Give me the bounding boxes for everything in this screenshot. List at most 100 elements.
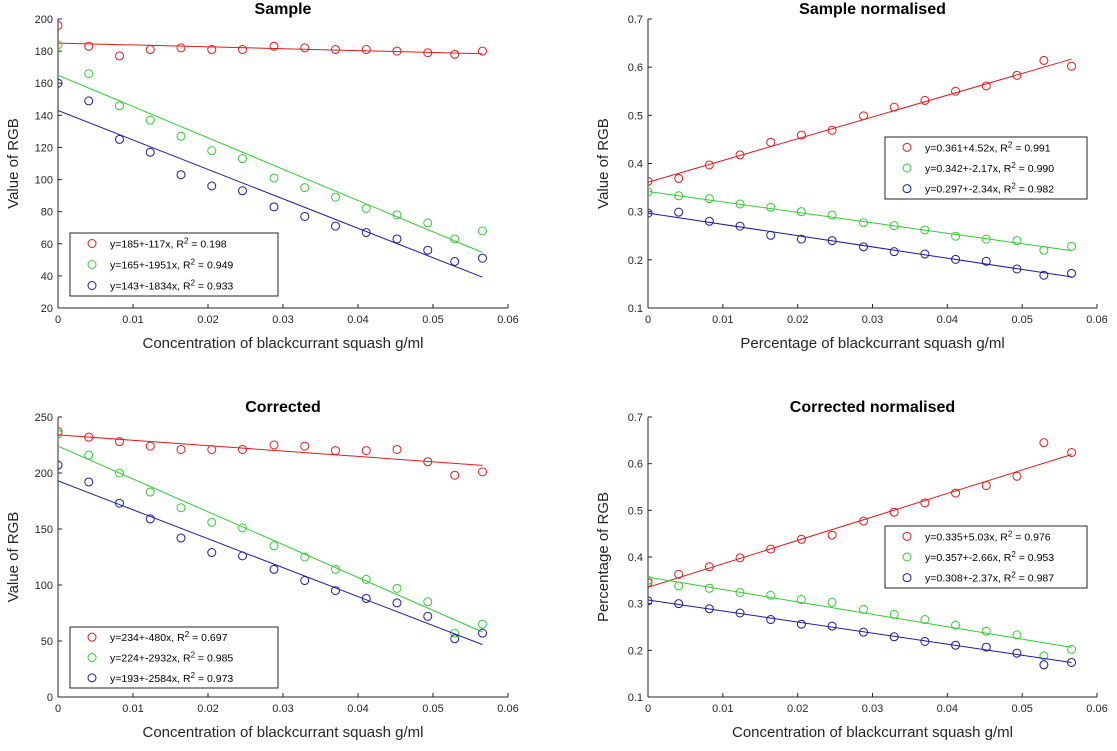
data-point-series-1 <box>238 444 247 454</box>
data-point-series-1 <box>331 45 340 55</box>
y-tick-label: 0.3 <box>628 599 643 611</box>
legend-marker-series-2 <box>902 163 912 173</box>
legend-entry-series-2: y=224+-2932x, R2 = 0.985 <box>110 651 233 665</box>
data-point-series-3 <box>176 533 186 543</box>
data-point-series-3 <box>450 634 460 644</box>
data-point-series-2 <box>704 583 714 593</box>
x-tick-label: 0.06 <box>1086 703 1107 715</box>
legend-r2-value: = 0.982 <box>1016 184 1054 196</box>
data-point-series-2 <box>300 552 310 562</box>
data-point-series-3 <box>1067 657 1077 667</box>
data-point-series-3 <box>478 253 487 263</box>
data-point-series-2 <box>450 234 460 244</box>
legend-r2-value: = 0.953 <box>1016 552 1054 564</box>
legend-r2-superscript: 2 <box>1011 161 1016 170</box>
data-point-series-2 <box>704 194 714 204</box>
data-point-series-2 <box>450 628 460 638</box>
legend-equation: y=0.342+-2.17x, R <box>925 163 1012 175</box>
legend-marker-series-2 <box>87 260 97 269</box>
data-point-series-3 <box>478 628 487 638</box>
legend-r2-value: = 0.987 <box>1016 573 1054 585</box>
data-point-series-1 <box>827 530 837 540</box>
data-point-series-1 <box>207 444 217 454</box>
data-point-series-3 <box>889 632 899 642</box>
data-point-series-3 <box>300 211 310 221</box>
data-point-series-2 <box>84 69 94 79</box>
legend-equation: y=0.297+-2.34x, R <box>925 184 1012 196</box>
data-point-series-2 <box>1039 651 1049 661</box>
legend-r2-superscript: 2 <box>1008 529 1013 538</box>
data-point-series-2 <box>1039 245 1049 255</box>
legend-entry-series-2: y=0.342+-2.17x, R2 = 0.990 <box>925 161 1054 175</box>
x-tick-label: 0.04 <box>937 703 958 715</box>
legend-entry-series-2: y=0.357+-2.66x, R2 = 0.953 <box>925 550 1054 564</box>
legend-equation: y=165+-1951x, R <box>110 260 191 272</box>
data-point-series-1 <box>361 446 371 456</box>
data-point-series-2 <box>796 594 806 604</box>
data-point-series-2 <box>920 225 930 235</box>
legend-r2-value: = 0.697 <box>189 632 227 644</box>
data-point-series-1 <box>1012 471 1022 481</box>
legend-equation: y=0.308+-2.37x, R <box>925 573 1012 585</box>
legend-r2-superscript: 2 <box>191 279 196 288</box>
legend: y=0.361+4.52x, R2 = 0.991y=0.342+-2.17x,… <box>884 136 1088 200</box>
y-tick-label: 0.5 <box>628 505 643 517</box>
data-point-series-2 <box>300 183 310 193</box>
x-tick-label: 0.05 <box>1011 314 1032 326</box>
data-point-series-1 <box>951 86 961 96</box>
data-point-series-2 <box>735 587 745 597</box>
data-point-series-3 <box>392 234 402 244</box>
data-point-series-1 <box>648 176 653 186</box>
y-tick-label: 80 <box>41 207 53 219</box>
fit-line-series-1 <box>648 58 1072 183</box>
data-point-series-1 <box>115 437 124 447</box>
legend-equation: y=224+-2932x, R <box>110 653 191 665</box>
data-point-series-3 <box>423 611 433 621</box>
data-point-series-1 <box>981 81 991 91</box>
y-tick-label: 0 <box>47 692 53 704</box>
data-point-series-3 <box>796 234 806 244</box>
fit-line-series-2 <box>58 74 483 253</box>
chart-panel-2: 0 0.01 0.02 0.03 0.04 0.05 0.06 0.1 0.2 0.3 0.4 0.5… <box>595 1 1108 352</box>
legend-equation: y=234+-480x, R <box>110 632 185 644</box>
data-point-series-1 <box>920 498 930 508</box>
data-point-series-3 <box>1039 660 1049 670</box>
fit-line-series-2 <box>648 576 1072 648</box>
data-point-series-3 <box>674 207 684 217</box>
chart-panel-4: 0 0.01 0.02 0.03 0.04 0.05 0.06 0.1 0.2 0.3 0.4 0.5… <box>595 399 1108 741</box>
y-tick-label: 60 <box>41 239 53 251</box>
data-point-series-2 <box>392 583 402 593</box>
data-point-series-2 <box>361 203 371 213</box>
data-point-series-2 <box>207 517 217 527</box>
data-point-series-3 <box>423 245 433 255</box>
legend-entry-series-1: y=0.335+5.03x, R2 = 0.976 <box>925 529 1051 543</box>
data-point-series-1 <box>674 569 684 579</box>
data-point-series-2 <box>920 615 930 625</box>
legend-entry-series-3: y=0.308+-2.37x, R2 = 0.987 <box>925 571 1054 585</box>
legend-r2-value: = 0.198 <box>188 239 226 251</box>
fit-line-series-2 <box>58 445 483 633</box>
y-tick-label: 250 <box>35 412 53 424</box>
legend-r2-superscript: 2 <box>1008 140 1013 149</box>
data-point-series-3 <box>115 498 124 508</box>
data-point-series-2 <box>478 619 487 629</box>
data-point-series-1 <box>920 95 930 105</box>
x-tick-label: 0.04 <box>937 314 958 326</box>
data-point-series-3 <box>1067 268 1077 278</box>
data-point-series-3 <box>176 170 186 180</box>
data-point-series-2 <box>331 564 340 574</box>
legend-entry-series-3: y=0.297+-2.34x, R2 = 0.982 <box>925 182 1054 196</box>
data-point-series-1 <box>889 102 899 112</box>
data-point-series-2 <box>1067 241 1077 251</box>
legend-r2-superscript: 2 <box>191 671 196 680</box>
data-point-series-3 <box>84 96 94 106</box>
legend: y=0.335+5.03x, R2 = 0.976 y=0.357+-2.66x,… <box>884 525 1088 589</box>
data-point-series-2 <box>238 154 247 164</box>
data-point-series-2 <box>951 620 961 630</box>
data-point-series-2 <box>674 581 684 591</box>
data-point-series-2 <box>115 468 124 478</box>
data-point-series-1 <box>478 467 487 477</box>
data-point-series-2 <box>269 541 279 551</box>
x-tick-label: 0 <box>55 314 61 326</box>
